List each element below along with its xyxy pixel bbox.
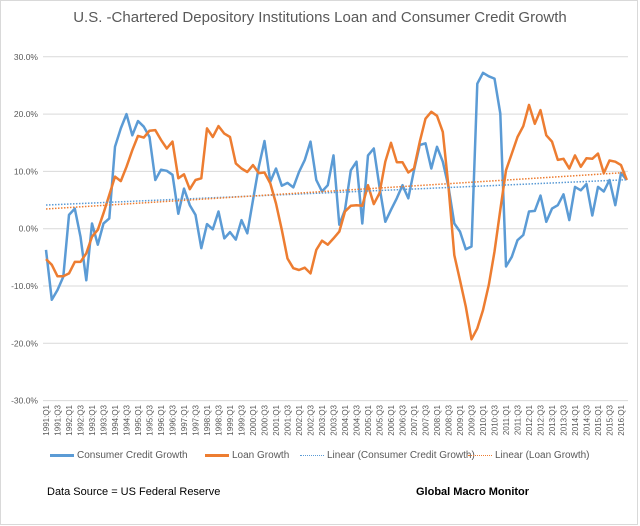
- legend-item-loan-growth: Loan Growth: [205, 450, 289, 461]
- x-tick-label: 1999:Q3: [238, 404, 247, 435]
- x-tick-label: 1996:Q3: [169, 404, 178, 435]
- chart-title: U.S. -Chartered Depository Institutions …: [73, 9, 567, 26]
- x-tick-label: 2016:Q1: [617, 404, 626, 435]
- x-tick-label: 1992:Q3: [77, 404, 86, 435]
- legend-label: Consumer Credit Growth: [77, 450, 188, 461]
- legend-item-linear-consumer-credit: Linear (Consumer Credit Growth): [300, 450, 475, 461]
- x-tick-label: 1998:Q3: [215, 404, 224, 435]
- x-tick-label: 1996:Q1: [157, 404, 166, 435]
- x-tick-label: 2007:Q1: [410, 404, 419, 435]
- x-tick-label: 1998:Q1: [203, 404, 212, 435]
- y-tick-label: -10.0%: [11, 281, 38, 291]
- x-tick-label: 2012:Q3: [537, 404, 546, 435]
- y-tick-label: -30.0%: [11, 396, 38, 406]
- x-tick-label: 2001:Q3: [284, 404, 293, 435]
- x-tick-label: 2009:Q3: [468, 404, 477, 435]
- trendline-consumer-credit: [45, 178, 627, 206]
- x-tick-label: 2006:Q1: [387, 404, 396, 435]
- x-tick-label: 2010:Q3: [491, 404, 500, 435]
- x-tick-label: 2007:Q3: [422, 404, 431, 435]
- x-tick-label: 2011:Q3: [514, 404, 523, 435]
- legend-swatch: [300, 455, 324, 456]
- x-tick-label: 2005:Q3: [376, 404, 385, 435]
- x-tick-label: 1995:Q3: [146, 404, 155, 435]
- x-tick-label: 2009:Q1: [456, 404, 465, 435]
- y-tick-label: 10.0%: [14, 166, 39, 176]
- x-tick-label: 1997:Q1: [180, 404, 189, 435]
- legend-label: Loan Growth: [232, 450, 290, 461]
- x-tick-label: 2003:Q1: [318, 404, 327, 435]
- x-tick-label: 2005:Q1: [364, 404, 373, 435]
- x-tick-label: 1993:Q3: [100, 404, 109, 435]
- y-tick-label: 0.0%: [19, 224, 39, 234]
- brand-label: Global Macro Monitor: [416, 486, 530, 498]
- x-tick-label: 2008:Q1: [433, 404, 442, 435]
- x-tick-label: 1992:Q1: [65, 404, 74, 435]
- legend-swatch: [468, 455, 492, 456]
- x-tick-label: 2004:Q3: [353, 404, 362, 435]
- y-tick-label: 20.0%: [14, 109, 39, 119]
- x-tick-label: 1999:Q1: [226, 404, 235, 435]
- x-tick-label: 2011:Q1: [502, 404, 511, 435]
- x-tick-label: 1991:Q1: [42, 404, 51, 435]
- x-tick-label: 2013:Q1: [548, 404, 557, 435]
- x-tick-label: 2010:Q1: [479, 404, 488, 435]
- x-tick-label: 1993:Q1: [88, 404, 97, 435]
- x-tick-label: 2002:Q1: [295, 404, 304, 435]
- x-tick-label: 1994:Q3: [123, 404, 132, 435]
- x-tick-label: 2004:Q1: [341, 404, 350, 435]
- series-line-consumer-credit-growth: [44, 71, 628, 302]
- x-tick-label: 2015:Q3: [606, 404, 615, 435]
- x-tick-label: 1995:Q1: [134, 404, 143, 435]
- x-tick-label: 1991:Q3: [54, 404, 63, 435]
- x-tick-label: 1994:Q1: [111, 404, 120, 435]
- x-tick-label: 2014:Q3: [583, 404, 592, 435]
- legend-item-linear-loan-growth: Linear (Loan Growth): [468, 450, 590, 461]
- x-tick-label: 2012:Q1: [525, 404, 534, 435]
- series-line-loan-growth: [45, 103, 628, 341]
- legend-swatch: [205, 454, 229, 457]
- line-chart: 30.0% 20.0% 10.0% 0.0% -10.0% -20.0% -30.0% 199…: [11, 52, 628, 436]
- x-tick-label: 1997:Q3: [192, 404, 201, 435]
- x-tick-label: 2008:Q3: [445, 404, 454, 435]
- trendline-loan-growth: [45, 171, 627, 210]
- x-tick-label: 2002:Q3: [307, 404, 316, 435]
- x-tick-label: 2013:Q3: [560, 404, 569, 435]
- data-source-note: Data Source = US Federal Reserve: [47, 486, 221, 498]
- x-tick-label: 2000:Q3: [261, 404, 270, 435]
- x-tick-label: 2015:Q1: [594, 404, 603, 435]
- x-tick-label: 2003:Q3: [330, 404, 339, 435]
- legend-swatch: [50, 454, 74, 457]
- x-tick-label: 2001:Q1: [272, 404, 281, 435]
- x-tick-label: 2000:Q1: [249, 404, 258, 435]
- legend-label: Linear (Consumer Credit Growth): [327, 450, 475, 461]
- legend-item-consumer-credit: Consumer Credit Growth: [50, 450, 188, 461]
- x-tick-label: 2014:Q1: [571, 404, 580, 435]
- y-tick-label: -20.0%: [11, 338, 38, 348]
- x-tick-label: 2006:Q3: [399, 404, 408, 435]
- legend-label: Linear (Loan Growth): [495, 450, 590, 461]
- y-tick-label: 30.0%: [14, 52, 39, 62]
